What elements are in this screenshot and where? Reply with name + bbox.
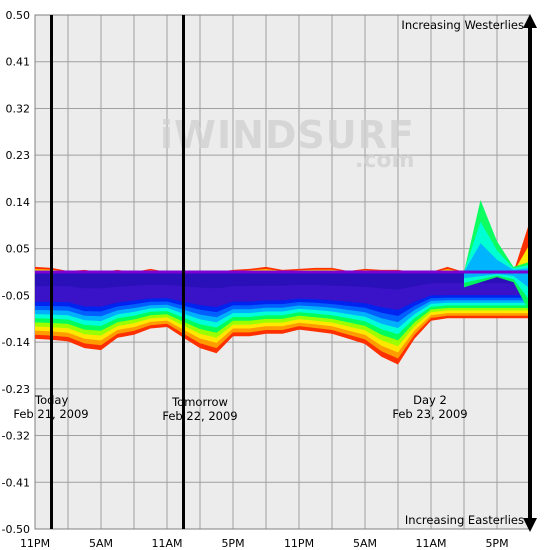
y-tick-label: 0.14 [6, 196, 31, 209]
x-tick-label: 5PM [485, 537, 508, 550]
day-date-label: Feb 21, 2009 [13, 407, 88, 421]
day-name-label: Tomorrow [171, 395, 228, 409]
x-tick-label: 11AM [415, 537, 446, 550]
watermark: iWINDSURF .com [160, 113, 415, 173]
y-tick-label: -0.50 [2, 523, 30, 536]
y-tick-label: -0.14 [2, 336, 30, 349]
core-band [35, 272, 530, 290]
y-tick-labels: 0.50 0.41 0.32 0.23 0.14 0.05 -0.05 -0.14 -0.23 -… [2, 9, 30, 536]
spike-band [464, 243, 530, 289]
y-tick-label: -0.32 [2, 430, 30, 443]
x-tick-label: 11AM [151, 537, 182, 550]
y-tick-label: 0.32 [6, 102, 31, 115]
day-date-label: Feb 23, 2009 [392, 407, 467, 421]
y-tick-label: 0.41 [6, 56, 31, 69]
day-name-label: Day 2 [413, 393, 447, 407]
wind-bands [35, 200, 530, 365]
y-tick-label: -0.05 [2, 289, 30, 302]
top-direction-label: Increasing Westerlies [401, 18, 524, 32]
direction-arrow [523, 14, 537, 532]
y-tick-label: -0.41 [2, 476, 30, 489]
bottom-direction-label: Increasing Easterlies [405, 513, 524, 527]
day-date-label: Feb 22, 2009 [162, 409, 237, 423]
y-tick-label: -0.23 [2, 383, 30, 396]
x-tick-label: 5AM [353, 537, 377, 550]
y-tick-label: 0.23 [6, 149, 31, 162]
arrow-down-icon [523, 518, 537, 532]
x-tick-label: 11PM [20, 537, 50, 550]
x-tick-labels: 11PM 5AM 11AM 5PM 11PM 5AM 11AM 5PM [20, 537, 509, 550]
x-tick-label: 5PM [221, 537, 244, 550]
x-tick-label: 11PM [284, 537, 314, 550]
y-tick-label: 0.50 [6, 9, 31, 22]
day-name-label: Today [34, 393, 68, 407]
watermark-sub: .com [355, 148, 414, 173]
y-tick-label: 0.05 [6, 243, 31, 256]
x-tick-label: 5AM [89, 537, 113, 550]
day-boundary-lines [50, 15, 185, 529]
watermark-main: iWINDSURF [160, 113, 415, 157]
arrow-up-icon [523, 14, 537, 28]
